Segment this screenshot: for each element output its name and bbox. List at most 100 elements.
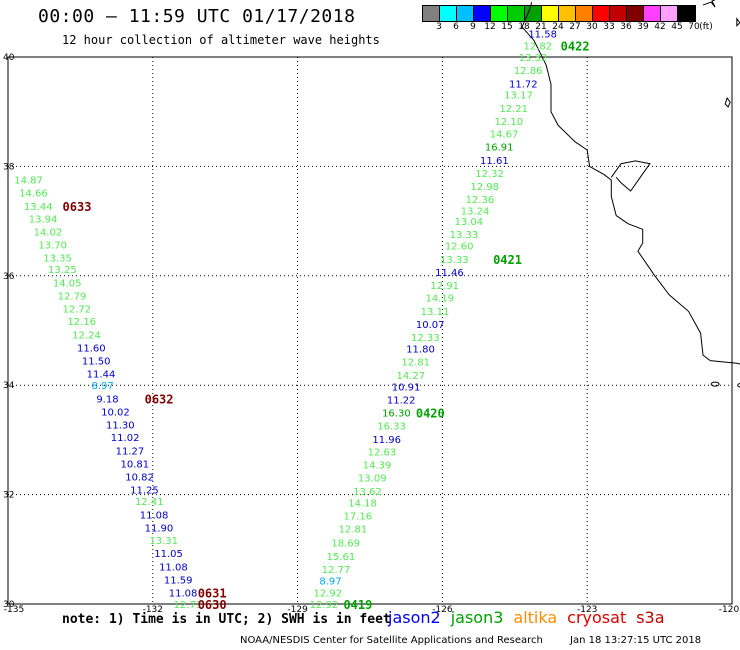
colorbar-label: 42 (654, 22, 666, 32)
swh-label: 11.08 (140, 510, 169, 521)
swh-label: 12.63 (368, 447, 397, 458)
colorbar-label: (ft) (699, 22, 713, 32)
footer: NOAA/NESDIS Center for Satellite Applica… (240, 635, 701, 646)
swh-label: 12.32 (475, 169, 504, 180)
swh-label: 12.72 (63, 305, 92, 316)
swh-label: 11.58 (528, 29, 557, 40)
swh-label: 12.81 (339, 525, 368, 536)
island (737, 382, 740, 388)
colorbar-swatch (576, 6, 593, 21)
pass-time-label: 0421 (493, 253, 522, 267)
swh-label: 12.10 (495, 117, 524, 128)
colorbar-swatch (627, 6, 644, 21)
lon-label: -129 (287, 605, 308, 615)
colorbar-swatch (474, 6, 491, 21)
colorbar-swatch (610, 6, 627, 21)
swh-label: 10.02 (101, 407, 130, 418)
swh-label: 12.92 (310, 600, 339, 611)
swh-label: 14.67 (490, 130, 519, 141)
swh-label: 11.05 (154, 549, 183, 560)
swh-label: 14.02 (34, 227, 63, 238)
swh-label: 11.61 (480, 156, 509, 167)
colorbar-swatch (457, 6, 474, 21)
swh-label: 11.46 (435, 268, 464, 279)
swh-label: 12.86 (514, 66, 543, 77)
colorbar-label: 27 (569, 22, 581, 32)
pass-time-label: 0420 (416, 407, 445, 421)
swh-label: 13.35 (43, 254, 72, 265)
swh-label: 13.24 (461, 207, 490, 218)
swh-label: 11.50 (82, 357, 111, 368)
swh-label: 12.16 (67, 317, 96, 328)
lon-label: -132 (143, 605, 163, 615)
swh-label: 11.25 (130, 486, 159, 497)
swh-label: 14.19 (426, 294, 455, 305)
colorbar-label: 6 (453, 22, 459, 32)
swh-label: 14.18 (348, 498, 377, 509)
colorbar-swatch (644, 6, 661, 21)
legend-jason3: jason3 (450, 608, 504, 627)
swh-label: 10.82 (125, 473, 154, 484)
swh-label: 10.81 (120, 459, 149, 470)
inland-lake (736, 17, 740, 27)
lon-label: -123 (577, 605, 597, 615)
colorbar-labels: 3 6 9 12 15 18 21 24 27 30 33 36 39 42 45 70 (ft) (422, 22, 740, 34)
colorbar-label: 18 (518, 22, 530, 32)
swh-label: 11.08 (159, 562, 188, 573)
swh-label: 8.97 (319, 576, 341, 587)
colorbar-swatch (508, 6, 525, 21)
colorbar-swatch (593, 6, 610, 21)
swh-label: 13.32 (519, 53, 548, 64)
swh-label: 12.36 (466, 195, 495, 206)
colorbar-label: 3 (436, 22, 442, 32)
swh-label: 14.87 (14, 176, 43, 187)
swh-label: 11.60 (77, 343, 106, 354)
lat-label: 32 (3, 491, 14, 501)
swh-label: 11.02 (111, 433, 140, 444)
swh-label: 16.33 (377, 422, 406, 433)
lon-label: -135 (4, 605, 24, 615)
colorbar-swatch (559, 6, 576, 21)
colorbar-label: 9 (470, 22, 476, 32)
swh-label: 13.44 (24, 202, 53, 213)
swh-label: 13.04 (454, 217, 483, 228)
colorbar-label: 30 (586, 22, 598, 32)
legend-note: note: 1) Time is in UTC; 2) SWH is in fe… (62, 612, 391, 627)
footer-credit: NOAA/NESDIS Center for Satellite Applica… (240, 635, 543, 646)
swh-label: 16.91 (485, 143, 514, 154)
lat-label: 36 (3, 272, 15, 282)
lon-label: -126 (432, 605, 453, 615)
swh-label: 13.33 (440, 255, 469, 266)
coastline (521, 2, 740, 365)
swh-label: 10.91 (392, 382, 421, 393)
colorbar-swatch (678, 6, 695, 21)
swh-label: 11.90 (145, 523, 174, 534)
footer-timestamp: Jan 18 13:27:15 UTC 2018 (570, 635, 702, 646)
colorbar-swatch (491, 6, 508, 21)
colorbar-label: 45 (671, 22, 683, 32)
swh-label: 13.09 (358, 474, 387, 485)
lat-label: 34 (3, 381, 15, 391)
map-title: 00:00 – 11:59 UTC 01/17/2018 (38, 6, 356, 27)
swh-label: 11.08 (169, 589, 198, 600)
swh-label: 13.11 (421, 307, 450, 318)
map-subtitle: 12 hour collection of altimeter wave hei… (62, 33, 380, 47)
colorbar-label: 24 (552, 22, 564, 32)
island (710, 381, 720, 387)
swh-label: 15.61 (327, 552, 356, 563)
lon-label: -120 (719, 605, 740, 615)
swh-label: 12.91 (430, 281, 459, 292)
inland-lake (724, 96, 731, 108)
swh-label: 11.96 (372, 435, 401, 446)
pass-time-label: 0630 (198, 598, 227, 612)
pass-time-label: 0422 (561, 40, 590, 54)
pass-time-label: 0632 (145, 392, 174, 406)
colorbar-swatch (423, 6, 440, 21)
colorbar-swatch (661, 6, 678, 21)
satellite-legend: jason2 jason3 altika cryosat s3a (388, 608, 675, 627)
colorbar-label: 12 (484, 22, 496, 32)
colorbar-swatch (542, 6, 559, 21)
swh-label: 8.97 (92, 381, 114, 392)
swh-label: 10.07 (416, 320, 445, 331)
